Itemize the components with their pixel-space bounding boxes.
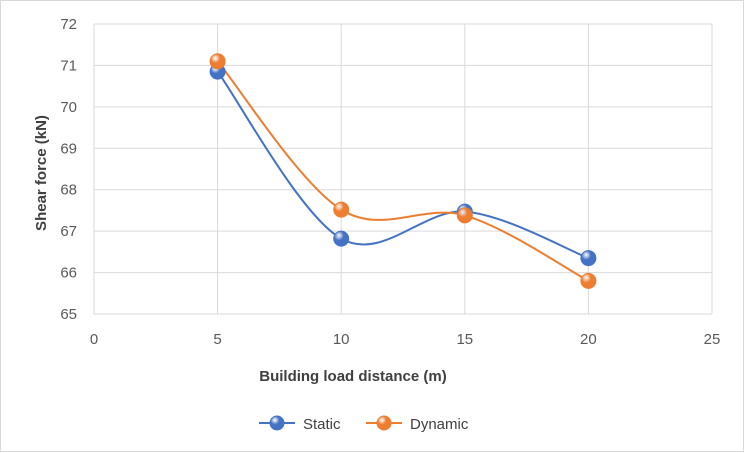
y-axis-ticks: 65 66 67 68 69 70 71 72	[60, 16, 77, 323]
legend: Static Dynamic	[259, 415, 469, 433]
x-tick-label: 5	[213, 331, 221, 348]
legend-item-static: Static	[259, 415, 341, 433]
x-tick-label: 0	[90, 331, 98, 348]
y-tick-label: 68	[60, 182, 77, 199]
legend-marker	[376, 415, 392, 431]
x-axis-title: Building load distance (m)	[259, 368, 447, 385]
data-point-dynamic	[333, 201, 350, 218]
x-tick-label: 15	[456, 331, 473, 348]
x-axis-ticks: 0 5 10 15 20 25	[90, 331, 721, 348]
legend-label: Static	[303, 416, 341, 433]
y-tick-label: 67	[60, 223, 77, 240]
y-tick-label: 69	[60, 140, 77, 157]
legend-item-dynamic: Dynamic	[366, 415, 469, 433]
y-tick-label: 72	[60, 16, 77, 33]
x-tick-label: 10	[333, 331, 350, 348]
y-tick-label: 65	[60, 306, 77, 323]
data-point-dynamic	[580, 272, 597, 289]
data-point-static	[333, 230, 350, 247]
legend-label: Dynamic	[410, 416, 469, 433]
data-point-static	[580, 250, 597, 267]
series-line-dynamic	[216, 60, 589, 282]
y-axis-title: Shear force (kN)	[33, 115, 50, 231]
gridlines	[93, 23, 713, 315]
data-point-dynamic	[209, 53, 226, 70]
series-layer	[209, 53, 597, 289]
legend-marker	[269, 415, 285, 431]
y-tick-label: 71	[60, 57, 77, 74]
y-tick-label: 70	[60, 99, 77, 116]
data-point-dynamic	[456, 207, 473, 224]
y-tick-label: 66	[60, 265, 77, 282]
x-tick-label: 20	[580, 331, 597, 348]
x-tick-label: 25	[704, 331, 721, 348]
series-line-static	[216, 71, 589, 260]
